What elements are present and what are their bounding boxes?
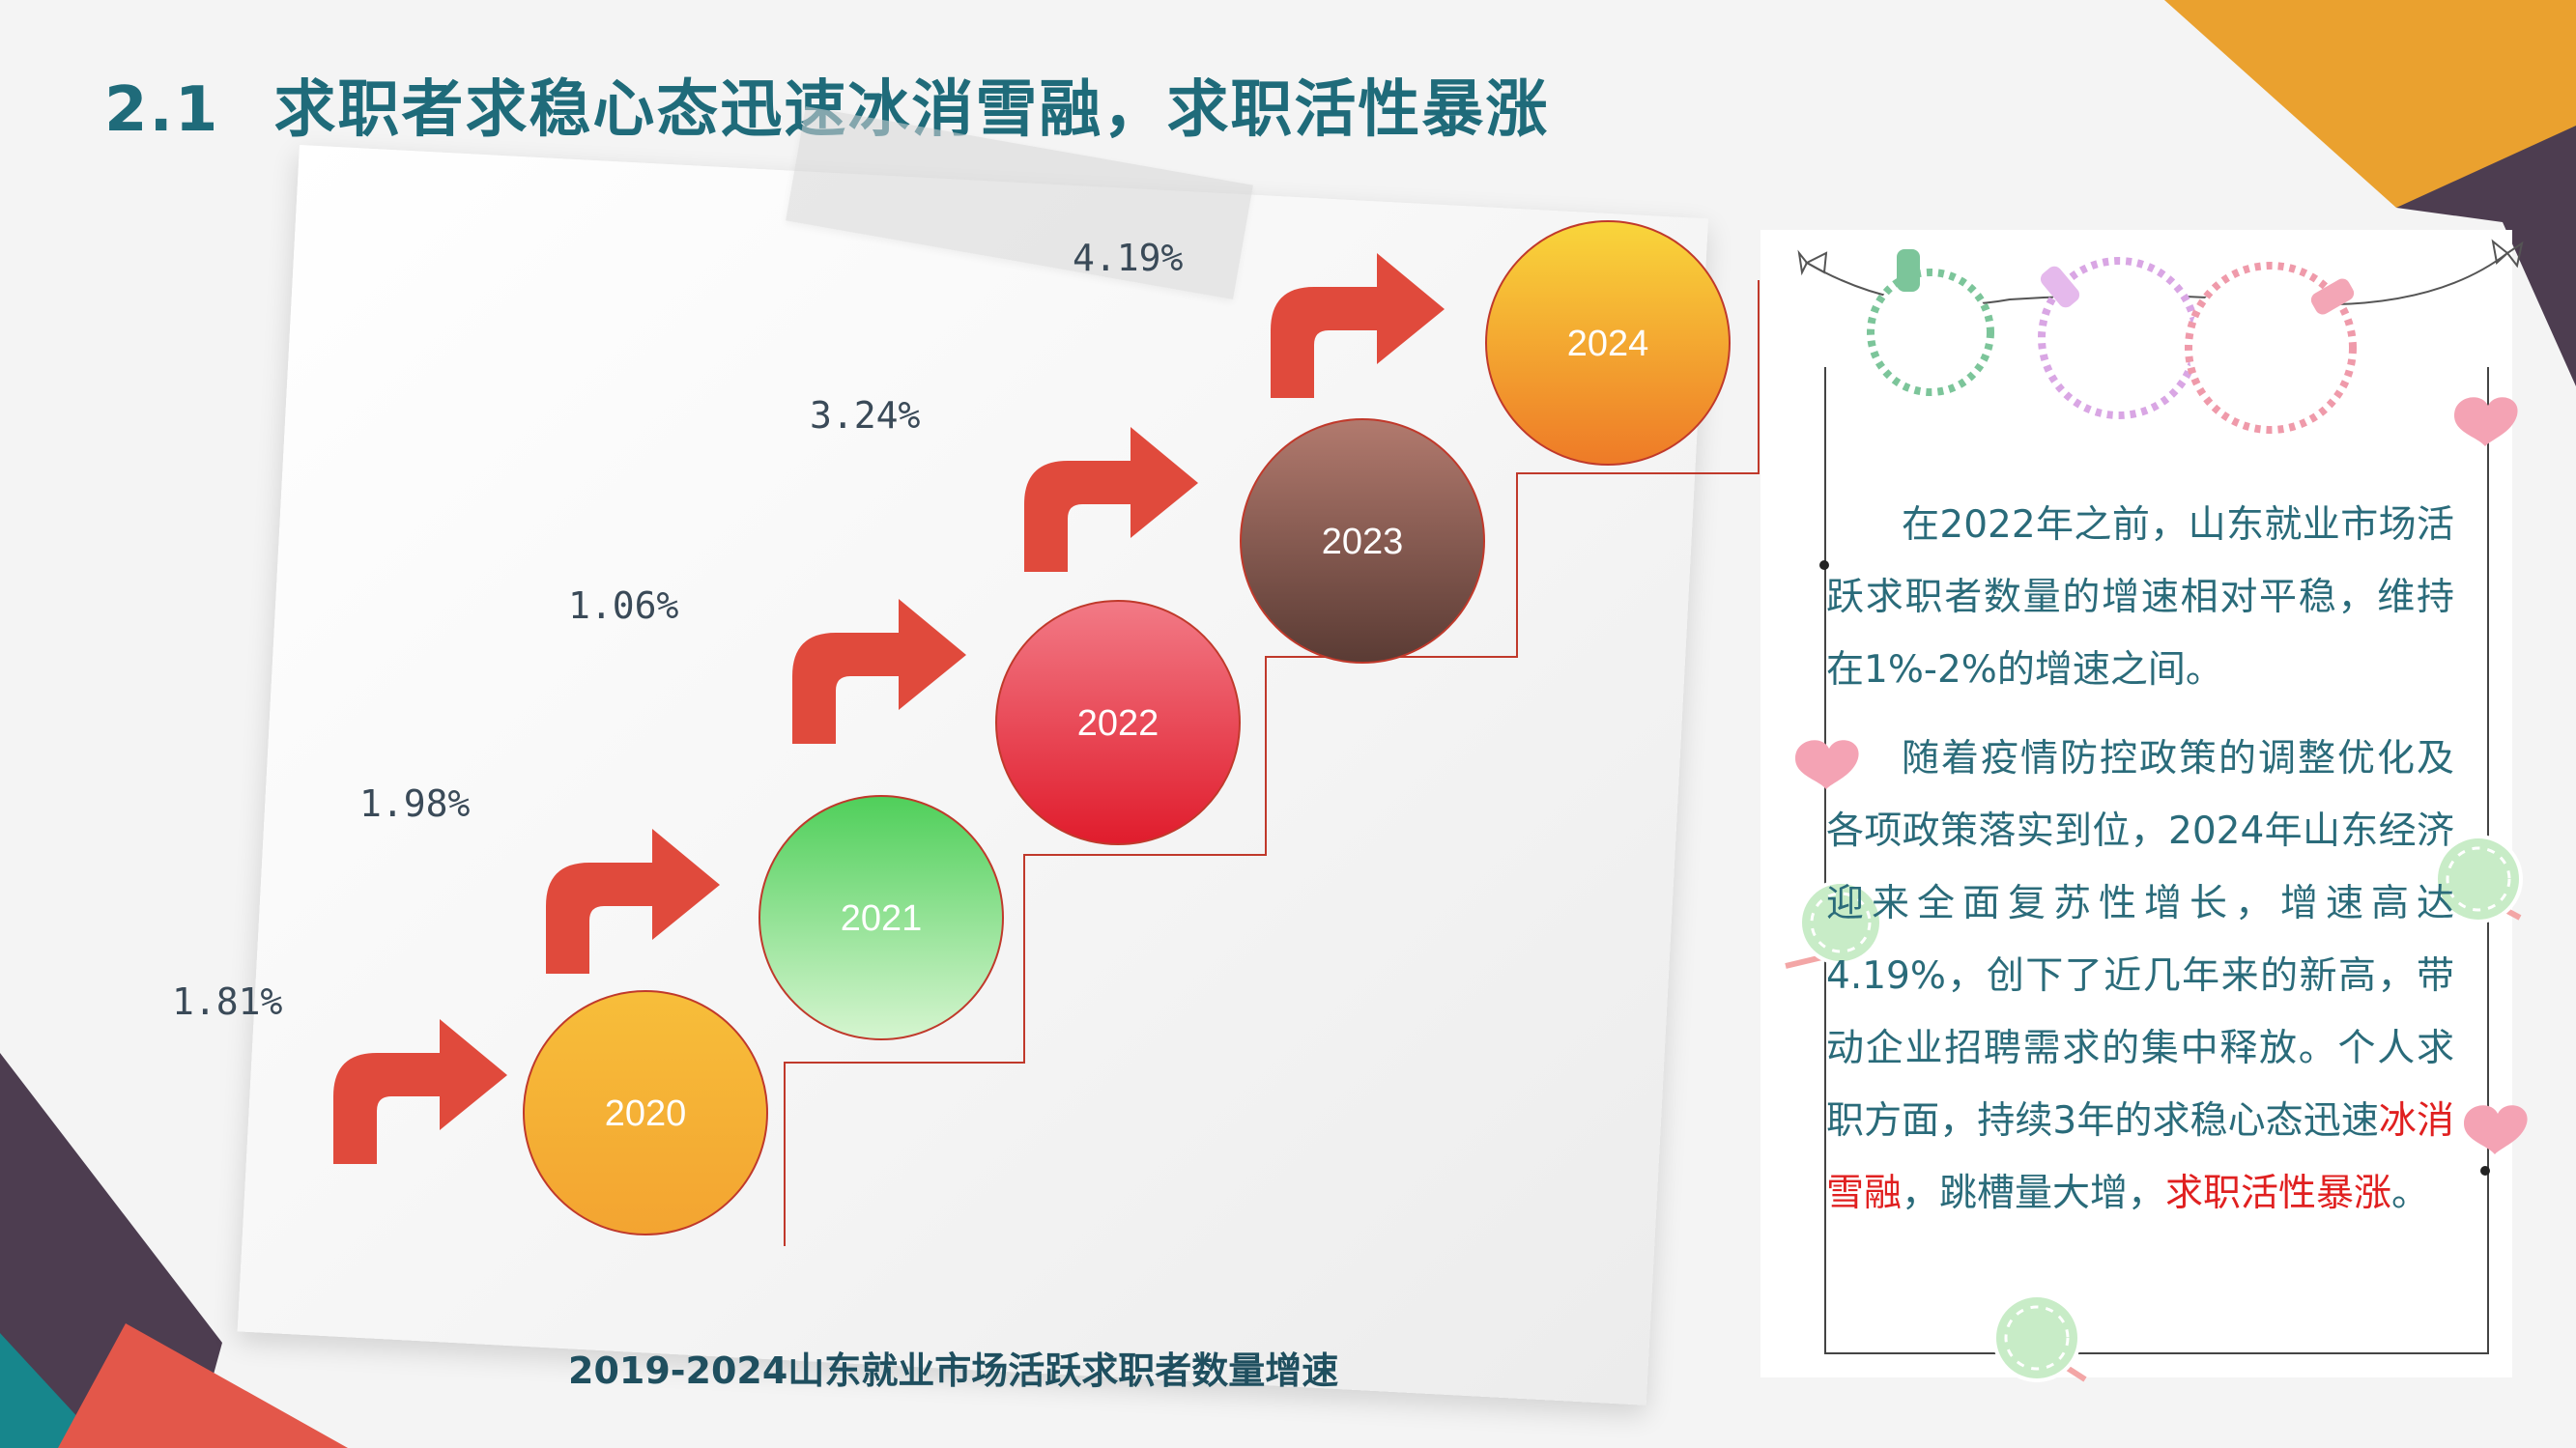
growth-arrow-2024: [1271, 253, 1445, 398]
rate-label-2020: 1.81%: [172, 980, 283, 1023]
growth-arrow-2023: [1024, 427, 1198, 572]
growth-arrow-2020: [333, 1019, 507, 1164]
year-label-2024: 2024: [1567, 324, 1649, 364]
clip-green: [1897, 249, 1920, 292]
text-panel: [1760, 230, 2512, 1377]
year-label-2023: 2023: [1322, 522, 1404, 562]
heart-icon: [2464, 1105, 2528, 1154]
growth-arrow-2021: [546, 829, 720, 974]
paragraph-2-part-c: 。: [2391, 1172, 2430, 1215]
lollipop-icon: [1785, 880, 1883, 969]
paragraph-2-part-b: ，跳槽量大增，: [1902, 1172, 2166, 1215]
year-label-2020: 2020: [605, 1093, 687, 1134]
garland-ring-pink: [2185, 262, 2357, 434]
year-circle-2020: [523, 990, 768, 1235]
year-circle-2022: [995, 600, 1241, 845]
lollipop-icon: [1992, 1293, 2087, 1382]
clip-pink: [2310, 278, 2355, 315]
corner-orange-top-right: [2164, 0, 2576, 208]
dot-marker: [1819, 560, 1829, 570]
bow-left-icon: [1797, 249, 1828, 276]
year-circle-2021: [758, 795, 1004, 1040]
growth-arrow-2022: [792, 599, 966, 744]
paragraph-2-part-a: 随着疫情防控政策的调整优化及各项政策落实到位，2024年山东经济迎来全面复苏性增…: [1826, 737, 2454, 1143]
rate-label-2022: 1.06%: [568, 584, 679, 627]
title-number: 2.1: [104, 74, 220, 146]
garland-ring-green: [1867, 269, 1994, 396]
corner-red-bottom-left: [58, 1323, 348, 1448]
paragraph-1: 在2022年之前，山东就业市场活跃求职者数量的增速相对平稳，维持在1%-2%的增…: [1826, 503, 2454, 692]
paragraph-2: 随着疫情防控政策的调整优化及各项政策落实到位，2024年山东经济迎来全面复苏性增…: [1826, 723, 2454, 1230]
dot-marker: [2480, 1166, 2490, 1176]
rate-label-2021: 1.98%: [359, 782, 471, 825]
year-label-2022: 2022: [1077, 703, 1159, 744]
rate-label-2024: 4.19%: [1073, 237, 1184, 279]
bow-right-icon: [2491, 239, 2524, 269]
lollipop-icon: [2434, 835, 2523, 923]
highlight-job-activity-surge: 求职活性暴涨: [2165, 1172, 2392, 1215]
chart-title: 2019-2024山东就业市场活跃求职者数量增速: [568, 1349, 1339, 1392]
heart-icon: [1795, 740, 1859, 789]
highlight-ice-melt: 冰消雪融: [1826, 1099, 2454, 1215]
year-circle-2023: [1240, 418, 1485, 664]
corner-purple-top-right: [2396, 126, 2576, 386]
rate-label-2023: 3.24%: [810, 394, 921, 437]
year-label-2021: 2021: [841, 898, 923, 939]
heart-icon: [2454, 397, 2518, 446]
year-circle-2024: [1485, 220, 1731, 466]
stair-line: [784, 280, 1760, 1246]
clip-purple: [2040, 266, 2080, 308]
